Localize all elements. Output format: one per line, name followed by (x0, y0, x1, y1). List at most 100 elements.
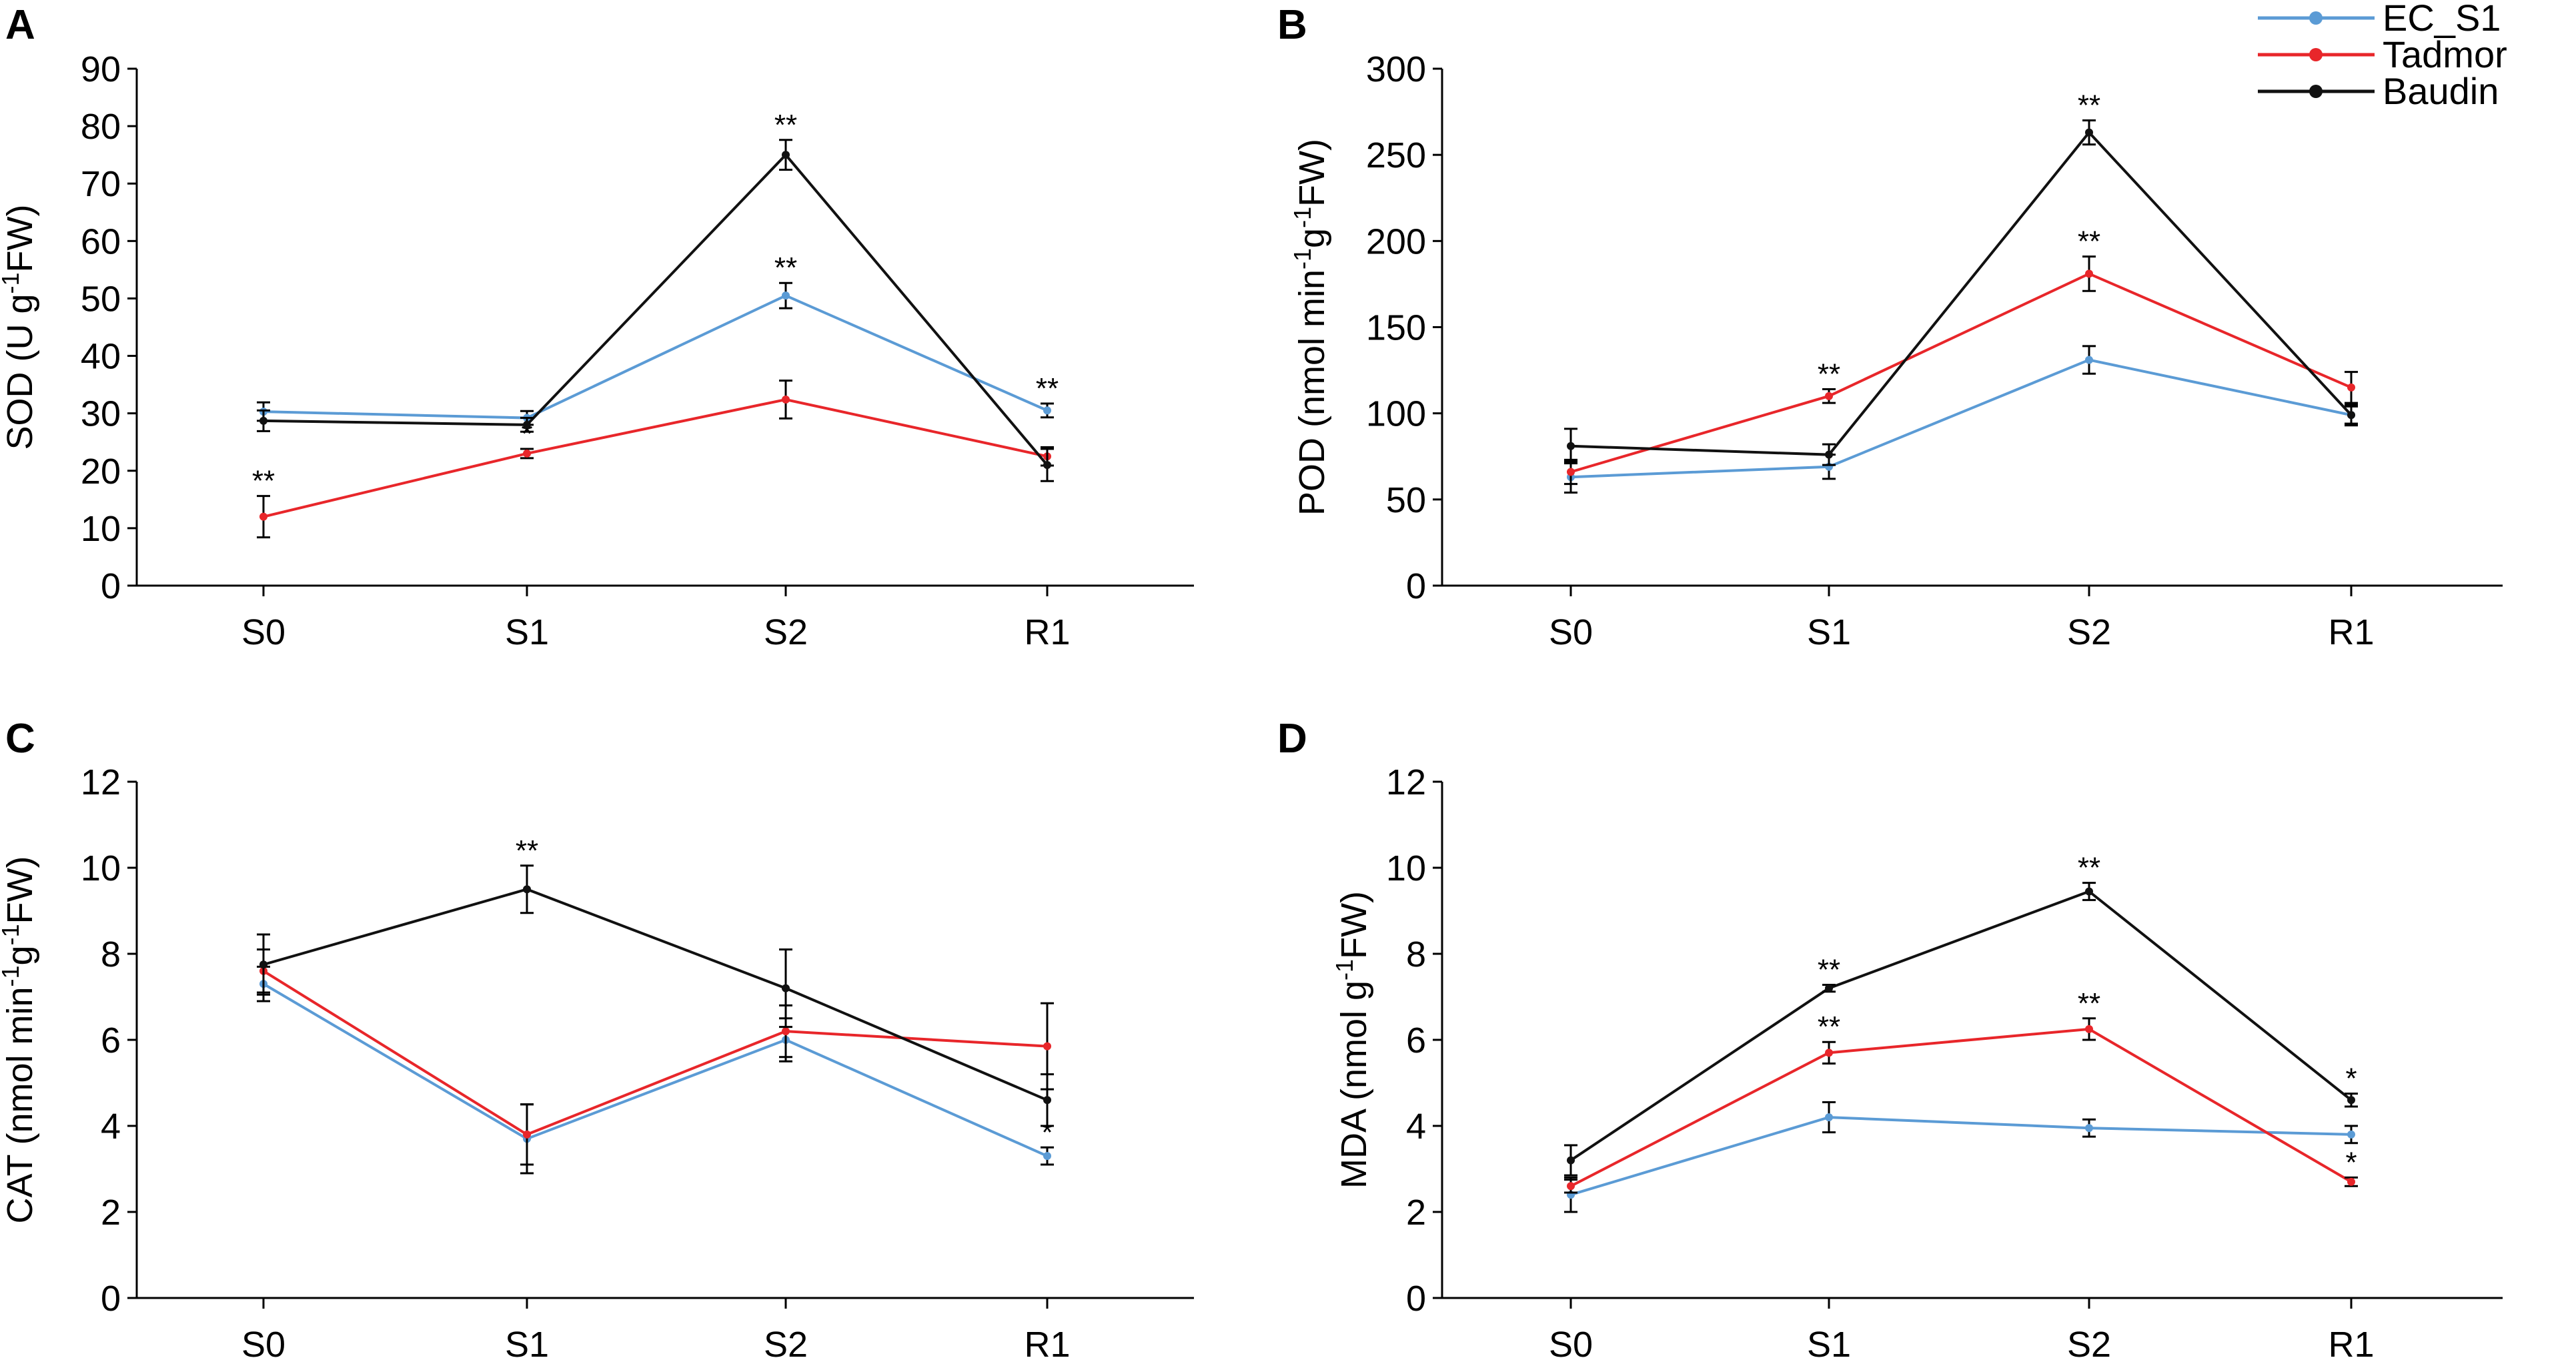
y-axis-title-part: g (0, 945, 40, 965)
panel-b: B 0 50 100 150 200 250 300 S0 S1 S2 R1 POD (nmol min… (1277, 2, 2503, 652)
y-tick-label: 40 (81, 337, 121, 377)
y-tick-label: 12 (1386, 762, 1426, 802)
data-point (782, 396, 790, 404)
data-point (1567, 1182, 1575, 1191)
y-axis-title-superscript: -1 (1289, 248, 1316, 269)
panel-a: A 0 10 20 30 40 50 60 70 80 90 S0 S1 S2 R1 SOD (U g-1FW… (0, 2, 1194, 652)
data-point (782, 151, 790, 159)
panel-label: D (1277, 716, 1307, 762)
y-axis-title-superscript: -1 (0, 272, 24, 293)
series-baudin: ** (257, 109, 1054, 482)
y-tick-label: 4 (101, 1107, 121, 1147)
significance-label: ** (252, 465, 275, 498)
series-tadmor: *** (252, 380, 1054, 539)
significance-label: ** (2078, 89, 2100, 122)
x-tick-label: S1 (505, 612, 549, 652)
data-point (259, 416, 267, 425)
series-line (1569, 890, 2353, 1162)
data-point (1825, 450, 1833, 459)
panel-label: C (5, 716, 35, 762)
y-axis-title: SOD (U g-1FW) (0, 205, 40, 450)
y-tick-label: 8 (101, 934, 121, 974)
data-point (2347, 411, 2355, 420)
y-tick-label: 6 (101, 1021, 121, 1061)
legend-item-baudin: Baudin (2258, 70, 2499, 112)
legend-item-tadmor: Tadmor (2258, 33, 2507, 75)
series-line (263, 153, 1049, 466)
data-point (2085, 269, 2093, 278)
data-point (1043, 406, 1051, 415)
data-point (1825, 984, 1833, 992)
y-axis-title-part: SOD (U g (0, 293, 40, 450)
y-tick-label: 0 (101, 1279, 121, 1319)
y-axis-title-part: FW) (1292, 139, 1332, 207)
data-point (2347, 383, 2355, 392)
y-tick-label: 80 (81, 107, 121, 147)
data-point (523, 1130, 531, 1139)
series-baudin: ***** (1564, 852, 2358, 1177)
data-point (1567, 442, 1575, 450)
data-point (1825, 1113, 1833, 1122)
panel-label: A (5, 2, 35, 48)
data-point (1825, 392, 1833, 400)
significance-label: ** (516, 834, 538, 867)
x-tick-label: S2 (764, 1325, 808, 1358)
y-axis-title-part: g (1292, 228, 1332, 248)
series-line (263, 888, 1048, 1102)
data-point (782, 984, 790, 992)
legend-marker (2309, 48, 2323, 61)
y-tick-label: 0 (1406, 1279, 1426, 1319)
data-point (2347, 1177, 2355, 1186)
data-point (1567, 1156, 1575, 1165)
y-tick-label: 2 (1406, 1193, 1426, 1233)
data-point (2085, 1025, 2093, 1033)
data-point (782, 291, 790, 300)
y-axis-title-superscript: -1 (0, 965, 24, 986)
series-line (1570, 358, 2352, 479)
significance-label: ** (774, 109, 797, 141)
y-tick-label: 4 (1406, 1107, 1426, 1147)
y-tick-label: 20 (81, 452, 121, 492)
series-tadmor: ***** (1564, 987, 2358, 1194)
y-tick-label: 60 (81, 221, 121, 261)
data-point (1825, 1049, 1833, 1057)
y-tick-label: 12 (81, 762, 121, 802)
y-tick-label: 10 (81, 509, 121, 549)
series-ec-s1: * (257, 965, 1054, 1175)
x-tick-label: S1 (1807, 1325, 1851, 1358)
y-axis-title: CAT (nmol min-1g-1FW) (0, 856, 40, 1223)
series-line (1570, 1116, 2352, 1197)
y-tick-label: 10 (1386, 848, 1426, 888)
y-tick-label: 200 (1366, 221, 1426, 261)
significance-label: ** (2078, 987, 2100, 1020)
series-ec-s1 (1564, 345, 2358, 494)
data-point (2347, 1096, 2355, 1105)
data-point (2085, 128, 2093, 137)
series-line (1570, 272, 2352, 474)
y-tick-label: 6 (1406, 1021, 1426, 1061)
series-tadmor (257, 948, 1054, 1166)
significance-label: ** (774, 251, 797, 284)
y-axis-title-part: CAT (nmol min (0, 986, 40, 1223)
y-axis-title: POD (nmol min-1g-1FW) (1289, 139, 1333, 516)
data-point (2085, 887, 2093, 896)
y-axis-title-part: FW) (1334, 891, 1374, 959)
x-tick-label: S0 (1549, 612, 1593, 652)
significance-label: ** (2078, 225, 2100, 258)
legend-item-ec-s1: EC_S1 (2258, 0, 2501, 39)
x-tick-label: S0 (241, 612, 285, 652)
x-tick-label: S1 (505, 1325, 549, 1358)
panel-label: B (1277, 2, 1307, 48)
y-tick-label: 50 (81, 279, 121, 319)
series-line (1570, 130, 2353, 456)
series-line (263, 398, 1048, 518)
y-axis-title-superscript: -1 (0, 924, 24, 945)
significance-label: * (1041, 1116, 1053, 1149)
y-tick-label: 30 (81, 394, 121, 434)
data-point (1043, 1042, 1051, 1051)
x-tick-label: S2 (2067, 612, 2111, 652)
significance-label: ** (1036, 372, 1059, 405)
series-line (262, 982, 1048, 1157)
